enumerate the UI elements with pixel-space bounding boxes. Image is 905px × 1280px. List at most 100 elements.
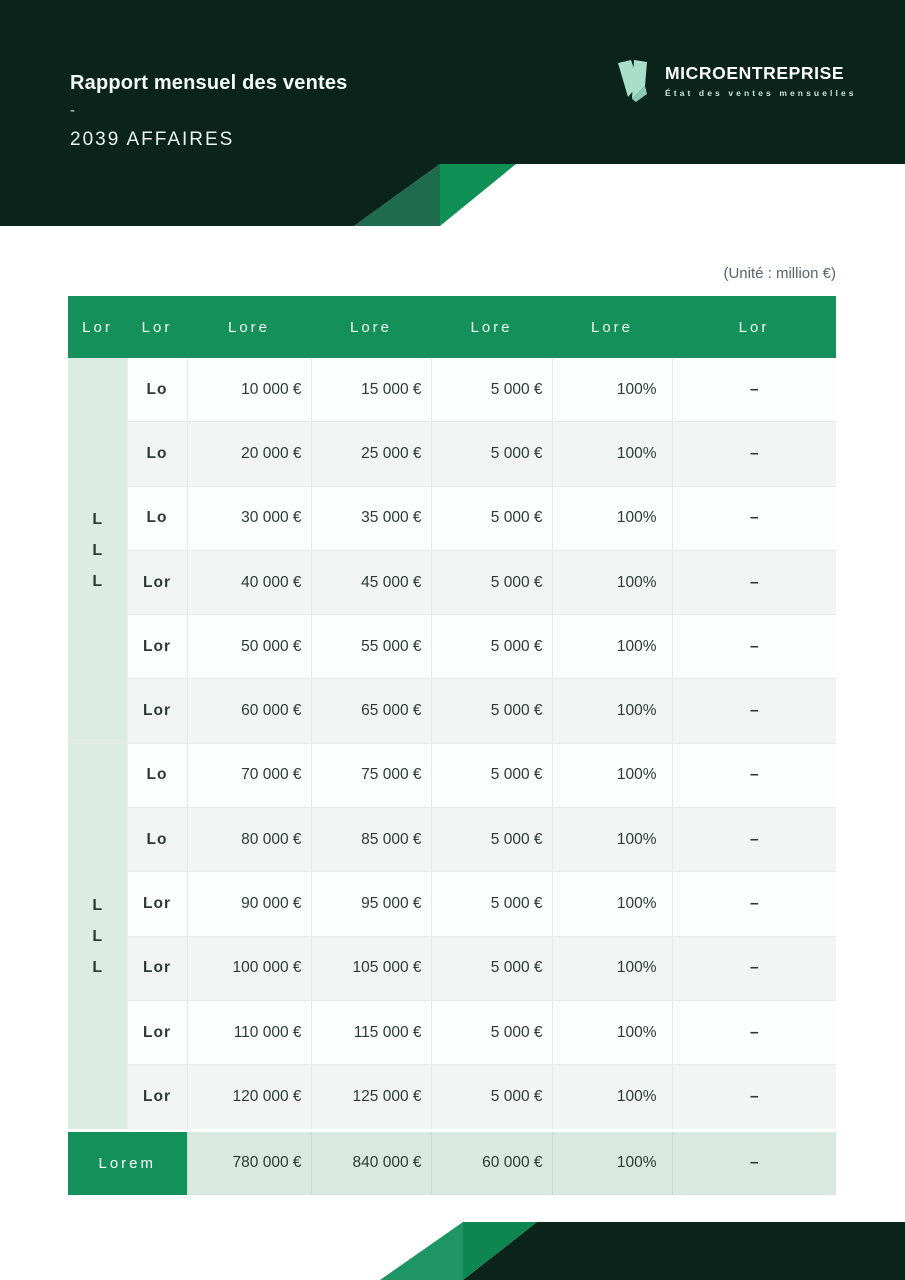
table-row: Lo 30 000 €35 000 €5 000 €100% – — [68, 485, 836, 551]
amount-cell: 5 000 € — [430, 358, 552, 422]
table-row: L L L Lo 70 000 €75 000 €5 000 €100% – — [68, 742, 836, 1131]
group-label-line: L — [92, 896, 103, 914]
row-label-cell: Lo — [126, 742, 187, 808]
page-subtitle: 2039 AFFAIRES — [70, 129, 235, 150]
percent-cell: 100% — [551, 358, 672, 422]
table-total-row: Lorem 780 000 € 840 000 € 60 000 € 100% … — [68, 1128, 836, 1195]
title-block: Rapport mensuel des ventes - 2039 AFFAIR… — [70, 72, 348, 151]
group-label-line: L — [92, 572, 103, 590]
row-label-cell: Lor — [126, 1064, 187, 1131]
amount-cell: 55 000 € — [310, 614, 431, 679]
total-value-cell: 840 000 € — [310, 1128, 431, 1195]
amount-cell: 5 000 € — [430, 807, 552, 872]
percent-cell: 100% — [551, 742, 672, 808]
amount-cell: 85 000 € — [310, 807, 431, 872]
table-row: L L L Lo 10 000 €15 000 €5 000 €100% – — [68, 358, 836, 744]
amount-cell: 65 000 € — [310, 678, 431, 744]
group-label-line: L — [92, 541, 103, 559]
total-label-cell: Lorem — [68, 1128, 187, 1195]
column-header: Lore — [431, 296, 552, 358]
amount-cell: 5 000 € — [430, 549, 552, 615]
column-header: Lore — [552, 296, 672, 358]
unit-note: (Unité : million €) — [723, 265, 836, 282]
total-dash-cell: – — [671, 1128, 836, 1195]
amount-cell: 115 000 € — [310, 999, 431, 1065]
amount-cell: 5 000 € — [430, 421, 552, 487]
total-percent-cell: 100% — [551, 1128, 672, 1195]
title-separator: - — [70, 102, 75, 119]
amount-cell: 110 000 € — [186, 999, 311, 1065]
amount-cell: 5 000 € — [430, 1064, 552, 1131]
footer-diagonal-decoration — [380, 1222, 905, 1280]
dash-cell: – — [671, 485, 836, 551]
amount-cell: 10 000 € — [186, 358, 311, 422]
dash-cell: – — [671, 549, 836, 615]
dash-cell: – — [671, 999, 836, 1065]
amount-cell: 5 000 € — [430, 485, 552, 551]
row-label-cell: Lor — [126, 999, 187, 1065]
row-label-cell: Lor — [126, 871, 187, 937]
amount-cell: 80 000 € — [186, 807, 311, 872]
amount-cell: 105 000 € — [310, 935, 431, 1001]
percent-cell: 100% — [551, 421, 672, 487]
amount-cell: 40 000 € — [186, 549, 311, 615]
company-logo: MICROENTREPRISE État des ventes mensuell… — [616, 58, 857, 103]
dash-cell: – — [671, 935, 836, 1001]
company-tagline: État des ventes mensuelles — [665, 88, 857, 98]
percent-cell: 100% — [551, 678, 672, 744]
column-header: Lor — [127, 296, 187, 358]
table-row: Lor 60 000 €65 000 €5 000 €100% – — [68, 678, 836, 744]
amount-cell: 5 000 € — [430, 614, 552, 679]
percent-cell: 100% — [551, 1064, 672, 1131]
amount-cell: 45 000 € — [310, 549, 431, 615]
table-row: Lor 100 000 €105 000 €5 000 €100% – — [68, 935, 836, 1001]
amount-cell: 25 000 € — [310, 421, 431, 487]
column-header: Lor — [672, 296, 836, 358]
percent-cell: 100% — [551, 614, 672, 679]
amount-cell: 95 000 € — [310, 871, 431, 937]
amount-cell: 5 000 € — [430, 678, 552, 744]
dash-cell: – — [671, 614, 836, 679]
company-name: MICROENTREPRISE — [665, 63, 845, 83]
row-label-cell: Lor — [126, 549, 187, 615]
table-row: Lo 80 000 €85 000 €5 000 €100% – — [68, 807, 836, 872]
folded-ribbon-icon — [618, 60, 647, 102]
amount-cell: 30 000 € — [186, 485, 311, 551]
report-header: Rapport mensuel des ventes - 2039 AFFAIR… — [0, 0, 905, 164]
row-label-cell: Lo — [126, 358, 187, 422]
amount-cell: 60 000 € — [186, 678, 311, 744]
percent-cell: 100% — [551, 807, 672, 872]
dash-cell: – — [671, 421, 836, 487]
amount-cell: 75 000 € — [310, 742, 431, 808]
amount-cell: 90 000 € — [186, 871, 311, 937]
amount-cell: 20 000 € — [186, 421, 311, 487]
total-value-cell: 60 000 € — [430, 1128, 552, 1195]
percent-cell: 100% — [551, 485, 672, 551]
table-header-row: Lor Lor Lore Lore Lore Lore Lor — [68, 296, 836, 358]
amount-cell: 100 000 € — [186, 935, 311, 1001]
row-label-cell: Lor — [126, 614, 187, 679]
table-row: Lor 50 000 €55 000 €5 000 €100% – — [68, 614, 836, 679]
group-label-line: L — [92, 958, 103, 976]
sales-table: Lor Lor Lore Lore Lore Lore Lor L L L Lo 10 … — [68, 296, 836, 1195]
table-row: Lor 120 000 €125 000 €5 000 €100% – — [68, 1064, 836, 1131]
table-group: L L L Lo 70 000 €75 000 €5 000 €100% – Lo 80 00… — [68, 742, 836, 1131]
dash-cell: – — [671, 358, 836, 422]
amount-cell: 5 000 € — [430, 871, 552, 937]
page-title: Rapport mensuel des ventes — [70, 72, 348, 94]
amount-cell: 5 000 € — [430, 935, 552, 1001]
row-label-cell: Lo — [126, 421, 187, 487]
row-label-cell: Lo — [126, 807, 187, 872]
percent-cell: 100% — [551, 871, 672, 937]
amount-cell: 35 000 € — [310, 485, 431, 551]
dash-cell: – — [671, 742, 836, 808]
column-header: Lore — [311, 296, 431, 358]
dash-cell: – — [671, 871, 836, 937]
table-group: L L L Lo 10 000 €15 000 €5 000 €100% – Lo 20 00… — [68, 358, 836, 744]
percent-cell: 100% — [551, 935, 672, 1001]
amount-cell: 5 000 € — [430, 999, 552, 1065]
amount-cell: 120 000 € — [186, 1064, 311, 1131]
